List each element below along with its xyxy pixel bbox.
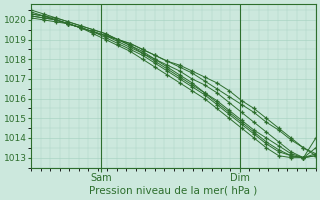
X-axis label: Pression niveau de la mer( hPa ): Pression niveau de la mer( hPa ): [90, 186, 258, 196]
